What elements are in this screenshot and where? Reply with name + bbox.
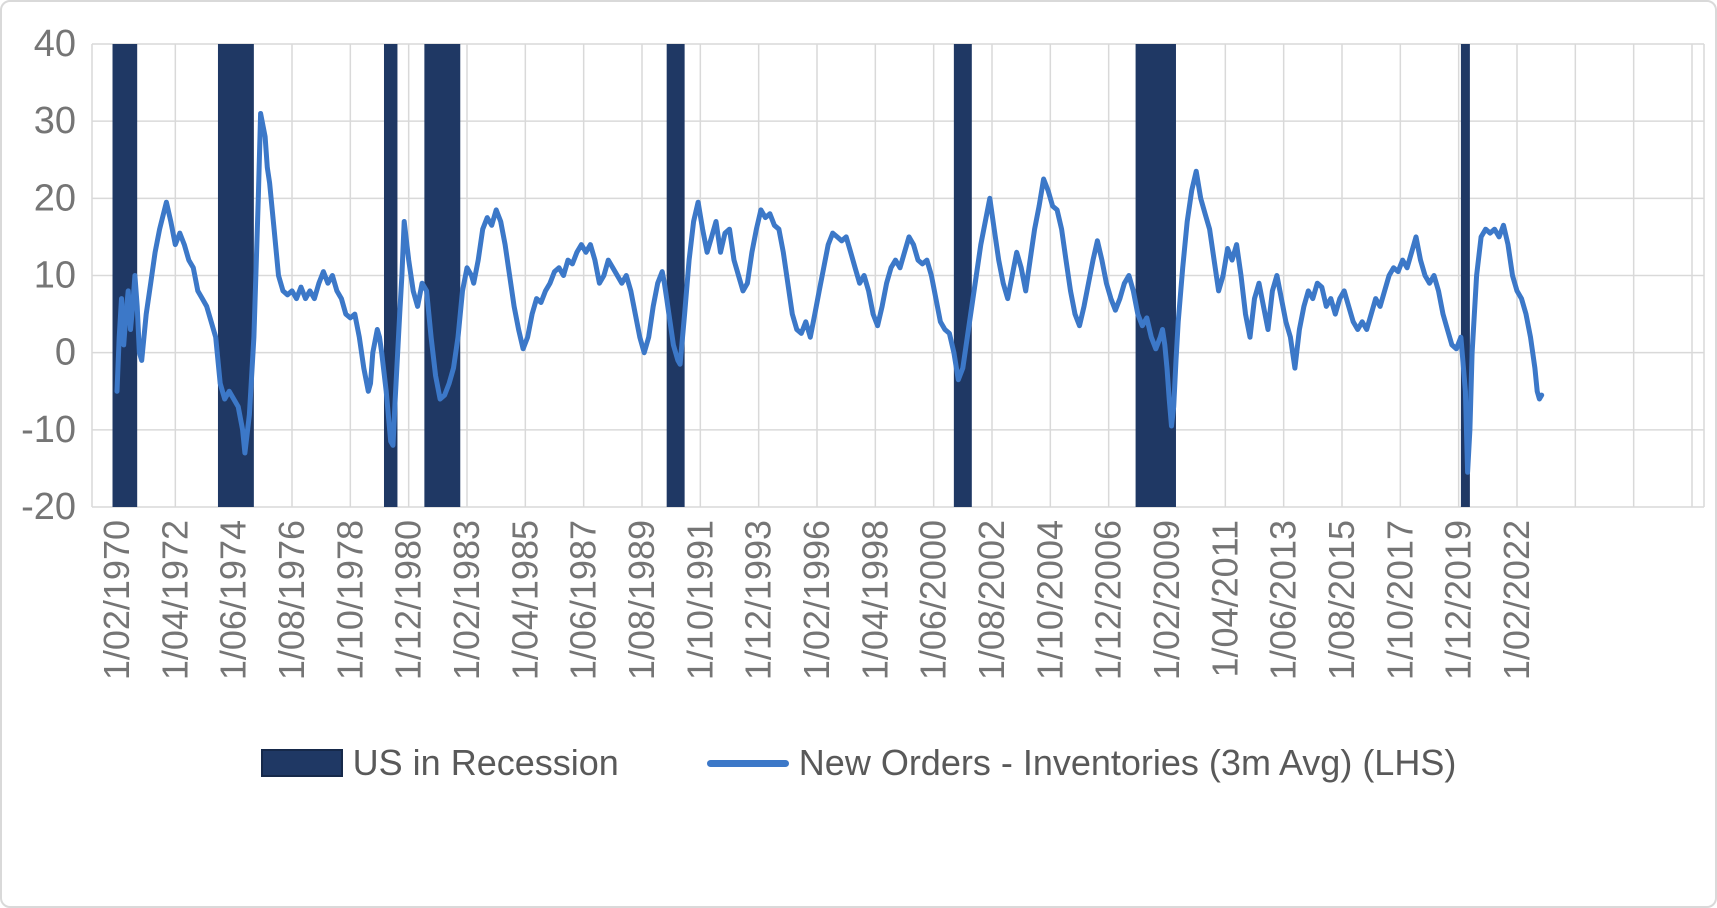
x-tick-label: 1/08/1976 xyxy=(271,520,312,680)
y-tick-label: 0 xyxy=(55,332,76,374)
x-tick-label: 1/04/1985 xyxy=(504,520,545,680)
x-tick-label: 1/02/1970 xyxy=(96,520,137,680)
recession-band xyxy=(1460,44,1470,507)
x-tick-label: 1/06/1987 xyxy=(563,520,604,680)
legend-item-recession: US in Recession xyxy=(260,742,619,784)
y-tick-label: 10 xyxy=(34,255,76,297)
legend-label-series: New Orders - Inventories (3m Avg) (LHS) xyxy=(798,742,1457,783)
x-tick-label: 1/10/2017 xyxy=(1379,520,1420,680)
x-tick-label: 1/06/1974 xyxy=(213,520,254,680)
x-tick-label: 1/12/2019 xyxy=(1438,520,1479,680)
x-tick-label: 1/04/1972 xyxy=(154,520,195,680)
series-line-swatch xyxy=(706,759,789,767)
x-tick-label: 1/06/2000 xyxy=(913,520,954,680)
series-line xyxy=(114,111,1545,475)
x-tick-label: 1/10/2004 xyxy=(1029,520,1070,680)
y-tick-label: -20 xyxy=(21,486,76,528)
recession-band xyxy=(424,44,461,507)
y-tick-label: 20 xyxy=(34,177,76,219)
x-tick-label: 1/12/1993 xyxy=(738,520,779,680)
legend-item-series: New Orders - Inventories (3m Avg) (LHS) xyxy=(706,742,1457,784)
legend-label-recession: US in Recession xyxy=(352,742,619,783)
line-chart: 40 30 20 10 0 -10 -20 1/02/1970 1/04/1972 1/06/19… xyxy=(21,23,1705,680)
x-tick-label: 1/10/1991 xyxy=(679,520,720,680)
recession-band xyxy=(1135,44,1176,507)
x-tick-label: 1/06/2013 xyxy=(1263,520,1304,680)
x-tick-label: 1/02/2009 xyxy=(1146,520,1187,680)
x-tick-label: 1/02/2022 xyxy=(1496,520,1537,680)
recession-swatch xyxy=(260,749,343,777)
x-tick-label: 1/02/1983 xyxy=(446,520,487,680)
x-tick-label: 1/12/2006 xyxy=(1088,520,1129,680)
x-tick-label: 1/08/2015 xyxy=(1321,520,1362,680)
y-tick-label: 40 xyxy=(34,23,76,65)
x-tick-label: 1/02/1996 xyxy=(796,520,837,680)
recession-band xyxy=(953,44,972,507)
x-tick-label: 1/10/1978 xyxy=(329,520,370,680)
recession-band xyxy=(666,44,685,507)
x-tick-label: 1/08/2002 xyxy=(971,520,1012,680)
x-tick-label: 1/04/1998 xyxy=(854,520,895,680)
x-tick-label: 1/12/1980 xyxy=(388,520,429,680)
legend: US in Recession New Orders - Inventories… xyxy=(2,742,1715,784)
x-tick-label: 1/08/1989 xyxy=(621,520,662,680)
y-tick-label: -10 xyxy=(21,409,76,451)
x-tick-label: 1/04/2011 xyxy=(1204,520,1245,677)
y-tick-label: 30 xyxy=(34,100,76,142)
